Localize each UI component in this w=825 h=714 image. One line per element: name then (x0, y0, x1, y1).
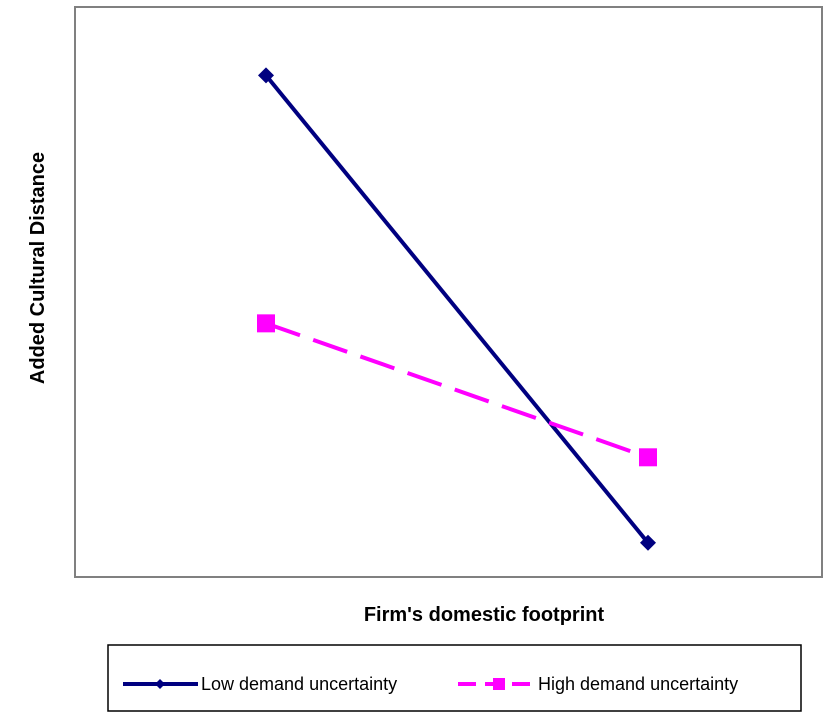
data-point-high-demand-uncertainty-2 (639, 448, 657, 467)
legend-box (107, 644, 802, 712)
legend-label-high-demand-uncertainty: High demand uncertainty (538, 674, 738, 694)
x-axis-title: Firm's domestic footprint (364, 604, 605, 626)
data-point-low-demand-uncertainty-1 (258, 67, 274, 84)
series-line-low-demand-uncertainty (264, 74, 650, 545)
series-line-high-demand-uncertainty (265, 321, 649, 460)
series-layer (257, 67, 657, 551)
legend-swatch-high-demand-uncertainty-marker (493, 678, 505, 690)
data-point-high-demand-uncertainty-1 (257, 314, 275, 333)
legend-swatch-low-demand-uncertainty-marker (155, 679, 165, 689)
data-point-low-demand-uncertainty-2 (640, 534, 656, 551)
legend-label-low-demand-uncertainty: Low demand uncertainty (201, 674, 397, 694)
plot-area (74, 6, 823, 578)
y-axis-title: Added Cultural Distance (27, 152, 49, 384)
